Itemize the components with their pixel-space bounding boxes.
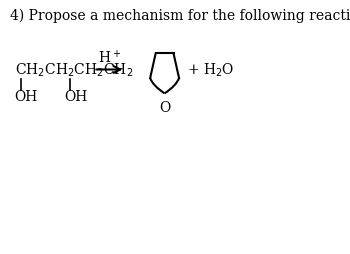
Text: 4) Propose a mechanism for the following reaction:: 4) Propose a mechanism for the following… [10,8,350,22]
Text: + H$_2$O: + H$_2$O [187,61,234,79]
Text: CH$_2$CH$_2$CH$_2$CH$_2$: CH$_2$CH$_2$CH$_2$CH$_2$ [15,61,133,79]
Text: OH: OH [15,90,38,104]
Text: H$^+$: H$^+$ [98,49,121,66]
Text: O: O [159,100,170,114]
Text: OH: OH [64,90,88,104]
